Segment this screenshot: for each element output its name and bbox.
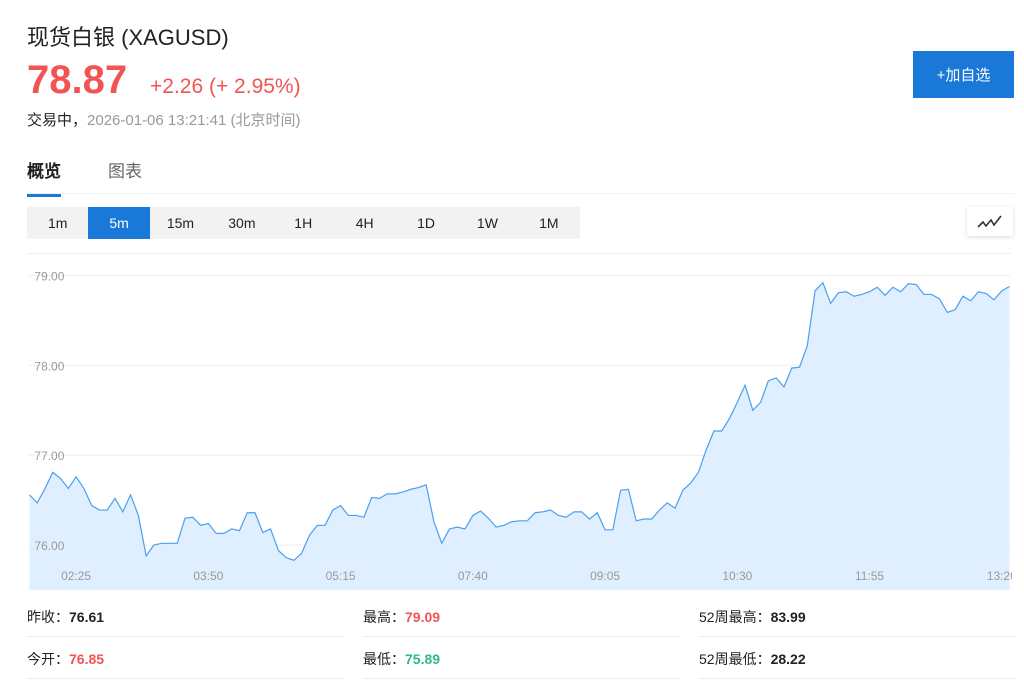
price-area (29, 282, 1010, 591)
stat-value: 79.09 (405, 609, 441, 625)
period-30m[interactable]: 30m (228, 215, 256, 231)
price-chart: 79.00 78.00 77.00 76.00 02:25 03:50 05:15 07:40… (27, 253, 1012, 591)
stat-label: 昨收： (27, 609, 69, 625)
line-chart-icon (977, 215, 1002, 228)
tab-chart[interactable]: 图表 (108, 162, 142, 181)
page-title: 现货白银 (XAGUSD) (27, 25, 229, 50)
trading-status: 交易中，2026-01-06 13:21:41 (北京时间) (27, 109, 300, 130)
x-tick-label: 13:20 (987, 569, 1012, 583)
stat-label: 最低： (363, 651, 405, 667)
stat-item: 最高：79.09 (363, 597, 680, 637)
chart-type-button[interactable] (967, 207, 1013, 236)
stat-item: 今开：76.85 (27, 639, 344, 679)
stat-item: 最低：75.89 (363, 639, 680, 679)
tab-overview[interactable]: 概览 (27, 157, 61, 197)
period-4H[interactable]: 4H (355, 215, 374, 231)
y-tick-label: 77.00 (34, 449, 64, 463)
stat-value: 76.85 (69, 651, 105, 667)
stat-value: 83.99 (770, 609, 806, 625)
stat-item: 昨收：76.61 (27, 597, 344, 637)
stat-value: 75.89 (405, 651, 441, 667)
y-tick-label: 76.00 (34, 539, 64, 553)
timestamp: 2026-01-06 13:21:41 (87, 112, 227, 129)
stat-label: 今开： (27, 651, 69, 667)
timezone: (北京时间) (230, 112, 301, 129)
stat-label: 52周最高： (699, 609, 771, 625)
x-tick-label: 07:40 (458, 569, 488, 583)
tab-bar: 概览 图表 (27, 155, 1014, 197)
current-price: 78.87 (27, 58, 128, 102)
stat-item: 52周最高：83.99 (699, 597, 1016, 637)
period-selector: 1m 5m 15m 30m 1H 4H 1D 1W 1M (27, 207, 580, 239)
period-1M[interactable]: 1M (539, 215, 559, 231)
stat-value: 28.22 (770, 651, 806, 667)
period-1m[interactable]: 1m (47, 215, 68, 231)
y-tick-label: 78.00 (34, 359, 64, 373)
x-tick-label: 09:05 (590, 569, 620, 583)
period-1H[interactable]: 1H (294, 215, 313, 231)
y-tick-label: 79.00 (34, 270, 64, 284)
stat-item: 52周最低：28.22 (699, 639, 1016, 679)
stat-value: 76.61 (69, 609, 105, 625)
price-line (29, 281, 1010, 562)
x-tick-label: 05:15 (326, 569, 356, 583)
status-label: 交易中， (27, 112, 88, 129)
period-1W[interactable]: 1W (476, 215, 498, 231)
stat-label: 52周最低： (699, 651, 771, 667)
period-15m[interactable]: 15m (166, 215, 195, 231)
x-tick-label: 10:30 (722, 569, 752, 583)
x-tick-label: 11:55 (855, 569, 884, 583)
stat-label: 最高： (363, 609, 405, 625)
add-watchlist-button[interactable]: +加自选 (913, 51, 1014, 98)
x-tick-label: 02:25 (61, 569, 91, 583)
x-tick-label: 03:50 (193, 569, 223, 583)
period-1D[interactable]: 1D (417, 215, 435, 231)
period-5m[interactable]: 5m (88, 207, 150, 239)
price-change: +2.26 (+ 2.95%) (150, 75, 301, 98)
